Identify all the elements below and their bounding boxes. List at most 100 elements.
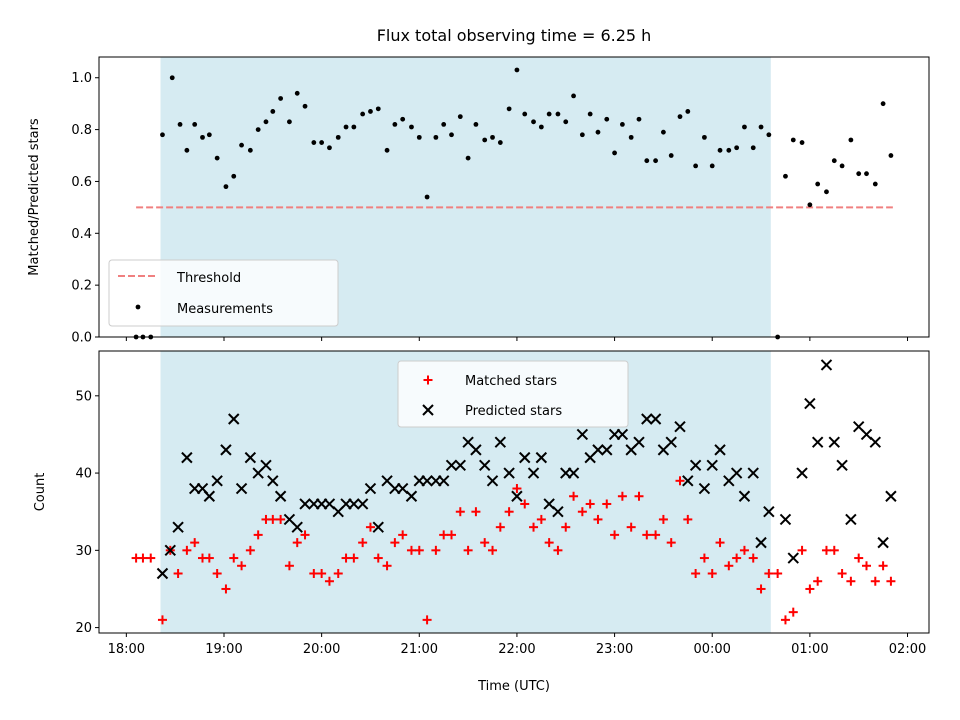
predicted-star-point xyxy=(633,436,645,448)
x-tick-label: 01:00 xyxy=(791,642,828,657)
matched-star-point xyxy=(495,522,505,532)
matched-star-point xyxy=(585,499,595,509)
matched-star-point xyxy=(488,545,498,555)
predicted-star-point xyxy=(755,536,767,549)
matched-star-point xyxy=(324,576,334,586)
predicted-star-point xyxy=(804,397,816,410)
measurement-point xyxy=(831,158,837,164)
matched-star-point xyxy=(138,553,148,563)
measurement-point xyxy=(604,116,610,122)
measurement-point xyxy=(482,137,488,143)
predicted-star-point xyxy=(164,544,176,557)
measurement-point xyxy=(335,134,341,140)
matched-star-point xyxy=(691,569,701,579)
measurement-point xyxy=(192,122,198,127)
predicted-star-point xyxy=(649,413,662,425)
matched-star-point xyxy=(520,499,530,509)
predicted-star-point xyxy=(552,505,564,518)
matched-star-point xyxy=(447,530,457,540)
matched-star-point xyxy=(414,545,424,555)
predicted-star-point xyxy=(203,490,216,502)
matched-star-point xyxy=(878,561,888,571)
matched-star-point xyxy=(764,569,774,579)
matched-star-point xyxy=(715,538,725,548)
predicted-star-point xyxy=(267,475,279,487)
measurement-point xyxy=(311,140,317,145)
measurement-point xyxy=(555,111,561,117)
matched-star-point xyxy=(666,538,676,548)
matched-star-point xyxy=(748,553,758,563)
matched-star-point xyxy=(854,553,864,563)
predicted-star-point xyxy=(421,475,433,487)
measurement-point xyxy=(263,119,269,125)
measurement-point xyxy=(579,132,585,138)
predicted-star-point xyxy=(869,436,882,448)
predicted-star-point xyxy=(519,451,531,464)
predicted-star-point xyxy=(811,436,824,448)
matched-star-point xyxy=(553,545,563,555)
measurement-point xyxy=(270,109,276,114)
bottom-y-axis-label: Count xyxy=(33,473,48,512)
matched-star-point xyxy=(870,576,880,586)
measurement-point xyxy=(758,124,764,130)
measurement-point xyxy=(742,124,747,130)
predicted-star-point xyxy=(274,490,287,502)
measurement-point xyxy=(856,171,862,177)
measurement-point xyxy=(571,93,576,99)
legend-x-glyph xyxy=(422,404,434,416)
x-axis-label: Time (UTC) xyxy=(477,679,550,694)
matched-star-point xyxy=(658,514,668,524)
legend-measurements-label: Measurements xyxy=(177,302,273,317)
matched-star-point xyxy=(300,530,310,540)
predicted-star-point xyxy=(576,428,589,441)
predicted-star-point xyxy=(616,428,629,441)
chart-title: Flux total observing time = 6.25 h xyxy=(377,26,652,45)
legend-plus-glyph xyxy=(423,375,433,385)
matched-star-point xyxy=(221,584,231,594)
predicted-star-point xyxy=(885,490,897,502)
measurement-point xyxy=(628,134,634,140)
measurement-point xyxy=(661,129,666,135)
predicted-star-point xyxy=(211,475,223,487)
measurement-point xyxy=(424,194,430,200)
matched-star-point xyxy=(504,507,514,517)
matched-star-point xyxy=(707,569,717,579)
predicted-star-point xyxy=(156,567,169,580)
x-tick-label: 00:00 xyxy=(693,642,730,657)
measurement-point xyxy=(783,173,788,179)
measurement-point xyxy=(807,202,813,208)
predicted-star-point xyxy=(747,467,759,479)
measurement-point xyxy=(223,184,229,190)
matched-star-point xyxy=(204,553,214,563)
matched-star-point xyxy=(471,507,481,517)
measurement-point xyxy=(416,134,422,140)
matched-star-point xyxy=(253,530,263,540)
bottom-axes-frame xyxy=(98,350,930,634)
predicted-star-point xyxy=(244,451,257,464)
measurement-point xyxy=(702,134,707,140)
measurement-point xyxy=(538,124,544,130)
measurement-point xyxy=(880,101,886,107)
predicted-star-point xyxy=(486,475,499,487)
top-legend-box xyxy=(108,259,339,327)
measurement-point xyxy=(726,147,732,153)
predicted-star-point xyxy=(665,436,677,448)
top-y-axis-label: Matched/Predicted stars xyxy=(27,118,42,276)
measurement-point xyxy=(864,171,869,177)
matched-star-point xyxy=(569,491,579,501)
measurement-point xyxy=(848,137,854,143)
predicted-star-point xyxy=(641,413,653,425)
measurement-point xyxy=(392,122,398,127)
predicted-star-point xyxy=(796,467,808,479)
bottom-legend-box xyxy=(397,360,629,428)
matched-star-point xyxy=(805,584,815,594)
measurement-point xyxy=(384,147,390,153)
matched-star-point xyxy=(829,545,839,555)
matched-star-point xyxy=(146,553,156,563)
measurement-point xyxy=(473,122,479,127)
matched-star-point xyxy=(349,553,359,563)
measurement-point xyxy=(872,181,878,187)
y-tick-label: 0.8 xyxy=(71,123,92,138)
matched-star-point xyxy=(309,569,319,579)
matched-star-point xyxy=(245,545,255,555)
